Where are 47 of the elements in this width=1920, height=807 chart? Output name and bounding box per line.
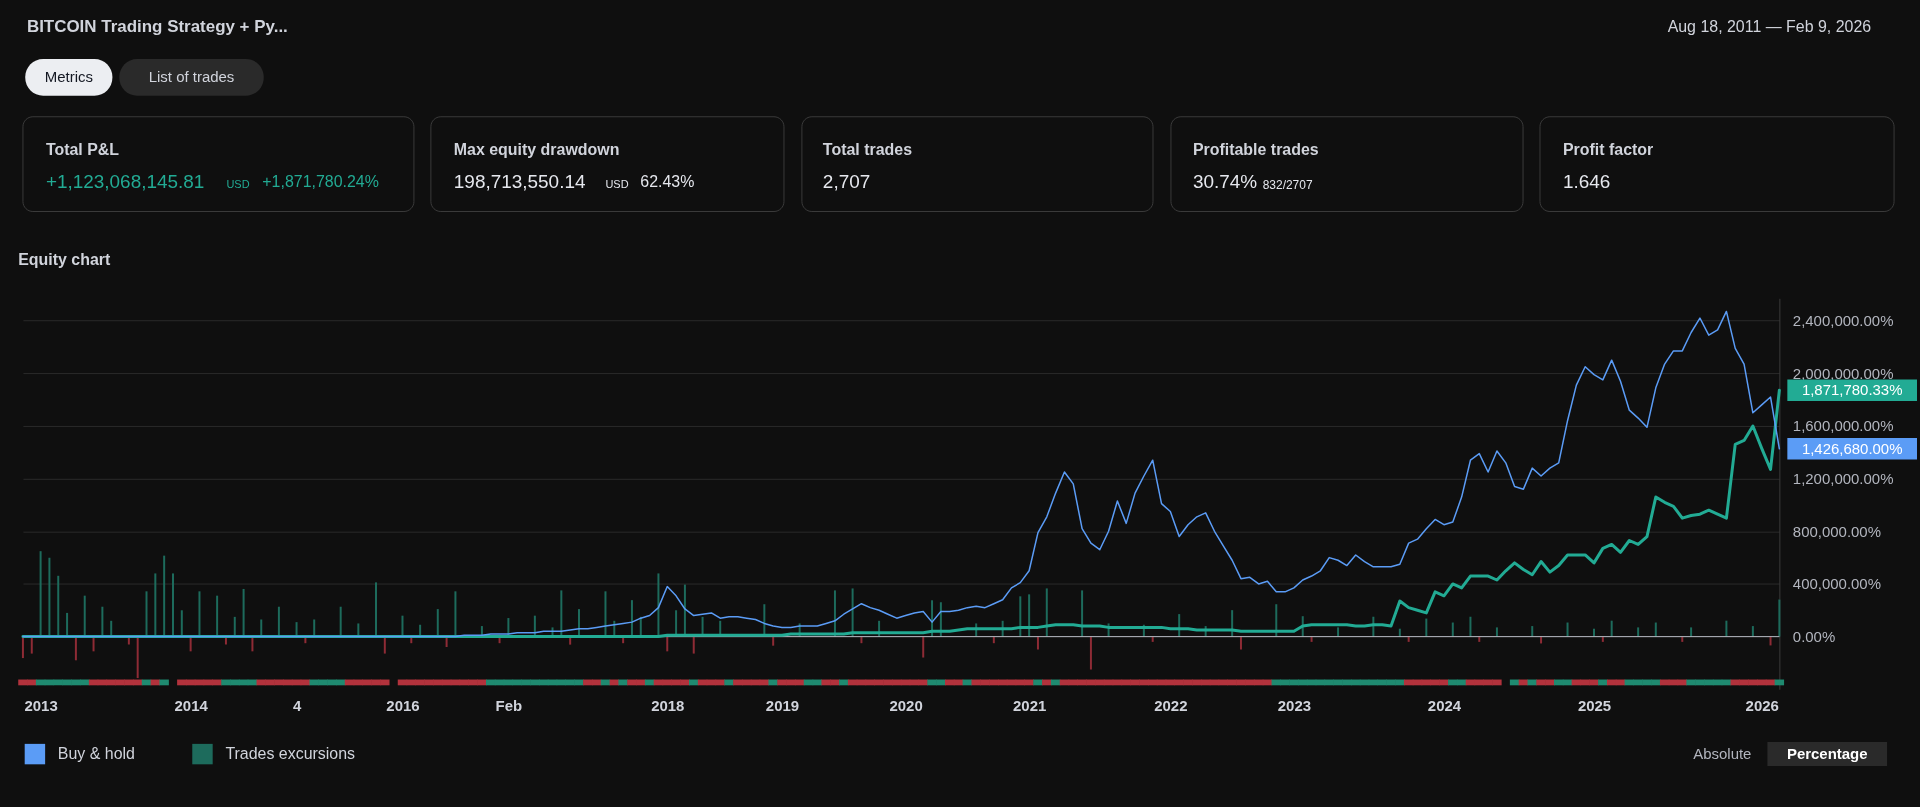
text: +1,123,068,145.81 (45, 170, 205, 192)
legend-label: Buy & hold (57, 745, 135, 763)
text: Absolute (1693, 745, 1752, 763)
text: USD (226, 177, 250, 190)
x-tick-label: 4 (292, 696, 302, 714)
x-tick-label: 2020 (889, 696, 923, 714)
text: +1,871,780.24% (262, 172, 379, 190)
text: USD (605, 177, 629, 190)
text: Percentage (1786, 745, 1868, 763)
x-tick-label: 2018 (651, 696, 685, 714)
text: 2,707 (822, 170, 871, 192)
legend-label: Trades excursions (225, 745, 356, 763)
x-tick-label: 2013 (24, 696, 58, 714)
y-tick-label: 800,000.00% (1792, 522, 1881, 540)
y-tick-label: 2,000,000.00% (1792, 364, 1894, 382)
y-tick-label: 2,400,000.00% (1792, 312, 1894, 330)
y-tick-label: 1,200,000.00% (1792, 470, 1894, 488)
chart-title: Equity chart (18, 251, 112, 269)
x-tick-label: 2023 (1277, 696, 1312, 714)
text: 198,713,550.14 (453, 170, 586, 192)
text: Total P&L (45, 140, 120, 158)
text: 1.646 (1562, 170, 1611, 192)
text: Profitable trades (1192, 140, 1319, 158)
text: Total trades (822, 140, 913, 158)
text: Aug 18, 2011 — Feb 9, 2026 (1667, 17, 1872, 35)
text: 62.43% (640, 172, 695, 190)
x-tick-label: 2026 (1745, 696, 1779, 714)
y-tick-label: 400,000.00% (1792, 575, 1881, 593)
x-tick-label: 2022 (1154, 696, 1188, 714)
text: BITCOIN Trading Strategy + Py... (26, 16, 288, 36)
text: 30.74% (1192, 170, 1258, 192)
text: Max equity drawdown (453, 140, 620, 158)
data-label: 1,871,780.33% (1801, 381, 1903, 399)
x-tick-label: 2021 (1013, 696, 1047, 714)
text: 832/2707 (1262, 177, 1313, 192)
text: Metrics (44, 67, 93, 85)
x-tick-label: Feb (495, 696, 523, 714)
text: List of trades (148, 67, 235, 85)
x-tick-label: 2024 (1427, 696, 1462, 714)
y-tick-label: 1,600,000.00% (1792, 417, 1894, 435)
x-tick-label: 2014 (174, 696, 209, 714)
data-label: 1,426,680.00% (1801, 439, 1903, 457)
x-tick-label: 2019 (765, 696, 800, 714)
x-tick-label: 2025 (1577, 696, 1612, 714)
x-tick-label: 2016 (386, 696, 420, 714)
text: Profit factor (1562, 140, 1654, 158)
y-tick-label: 0.00% (1792, 628, 1836, 646)
